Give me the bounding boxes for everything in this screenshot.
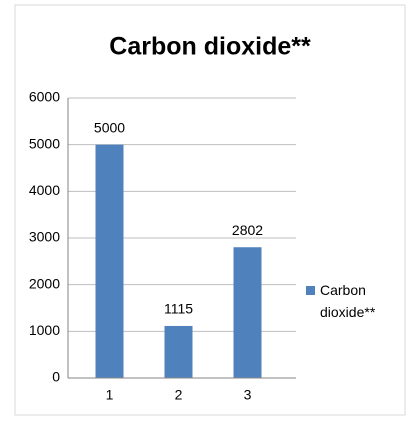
data-label: 1115 <box>164 301 193 317</box>
y-tick-label: 4000 <box>29 182 60 198</box>
x-tick-label: 3 <box>244 387 252 403</box>
legend-label: Carbon dioxide** <box>320 282 376 320</box>
chart-border <box>14 4 406 416</box>
chart-title: Carbon dioxide** <box>109 33 311 61</box>
y-tick-label: 2000 <box>29 275 60 291</box>
legend-swatch <box>306 286 315 295</box>
y-tick-label: 6000 <box>29 89 60 105</box>
bar <box>95 144 124 378</box>
bar <box>233 247 262 378</box>
x-tick-label: 1 <box>106 387 114 403</box>
data-label: 2802 <box>232 222 263 238</box>
bar <box>164 325 193 378</box>
y-tick-label: 5000 <box>29 135 60 151</box>
data-label: 5000 <box>94 119 125 135</box>
y-tick-label: 3000 <box>29 229 60 245</box>
x-tick-label: 2 <box>175 387 183 403</box>
y-tick-label: 0 <box>52 369 60 385</box>
y-tick-label: 1000 <box>29 322 60 338</box>
